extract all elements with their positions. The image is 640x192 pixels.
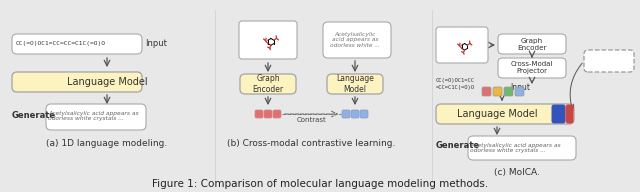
FancyBboxPatch shape: [482, 87, 491, 96]
Text: Graph
Encoder: Graph Encoder: [252, 74, 284, 94]
FancyBboxPatch shape: [12, 72, 142, 92]
FancyBboxPatch shape: [584, 50, 634, 72]
FancyBboxPatch shape: [515, 87, 524, 96]
Text: Generate: Generate: [12, 112, 56, 121]
Text: Cross-Modal
Projector: Cross-Modal Projector: [511, 61, 553, 74]
FancyBboxPatch shape: [12, 34, 142, 54]
Text: (b) Cross-modal contrastive learning.: (b) Cross-modal contrastive learning.: [227, 140, 396, 148]
Text: Acetylsalicylic acid appears as
odorless white crystals ...: Acetylsalicylic acid appears as odorless…: [470, 143, 561, 153]
Text: Acetylsalicylic acid appears as
odorless white crystals ...: Acetylsalicylic acid appears as odorless…: [48, 111, 139, 121]
Text: Contrast: Contrast: [296, 117, 326, 123]
Text: Language Model: Language Model: [457, 109, 538, 119]
Text: CC(=O)OC1=CC
=CC=C1C(=O)O: CC(=O)OC1=CC =CC=C1C(=O)O: [436, 78, 475, 90]
FancyBboxPatch shape: [46, 104, 146, 130]
Text: Uni-Modal
Adapter: Uni-Modal Adapter: [592, 55, 626, 68]
FancyBboxPatch shape: [360, 110, 368, 118]
FancyBboxPatch shape: [351, 110, 359, 118]
FancyBboxPatch shape: [323, 22, 391, 58]
Text: (c) MolCA.: (c) MolCA.: [494, 167, 540, 176]
FancyBboxPatch shape: [342, 110, 350, 118]
Text: Language
Model: Language Model: [336, 74, 374, 94]
Text: Language Model: Language Model: [67, 77, 147, 87]
Text: Graph
Encoder: Graph Encoder: [517, 37, 547, 50]
FancyBboxPatch shape: [552, 105, 565, 123]
Text: Figure 1: Comparison of molecular language modeling methods.: Figure 1: Comparison of molecular langua…: [152, 179, 488, 189]
FancyBboxPatch shape: [239, 21, 297, 59]
Text: Input: Input: [510, 84, 530, 93]
FancyBboxPatch shape: [240, 74, 296, 94]
Text: Input: Input: [145, 40, 167, 49]
Text: Acetylsalicylic
acid appears as
odorless white ...: Acetylsalicylic acid appears as odorless…: [330, 32, 380, 48]
FancyBboxPatch shape: [436, 104, 574, 124]
FancyBboxPatch shape: [255, 110, 263, 118]
Text: Generate: Generate: [436, 142, 480, 151]
FancyBboxPatch shape: [504, 87, 513, 96]
FancyBboxPatch shape: [436, 27, 488, 63]
Text: (a) 1D language modeling.: (a) 1D language modeling.: [46, 140, 168, 148]
Text: CC(=O)OC1=CC=CC=C1C(=O)O: CC(=O)OC1=CC=CC=C1C(=O)O: [16, 41, 106, 46]
FancyBboxPatch shape: [498, 34, 566, 54]
FancyBboxPatch shape: [468, 136, 576, 160]
FancyBboxPatch shape: [273, 110, 281, 118]
FancyBboxPatch shape: [493, 87, 502, 96]
FancyBboxPatch shape: [327, 74, 383, 94]
FancyBboxPatch shape: [264, 110, 272, 118]
FancyBboxPatch shape: [498, 58, 566, 78]
FancyBboxPatch shape: [566, 105, 573, 123]
